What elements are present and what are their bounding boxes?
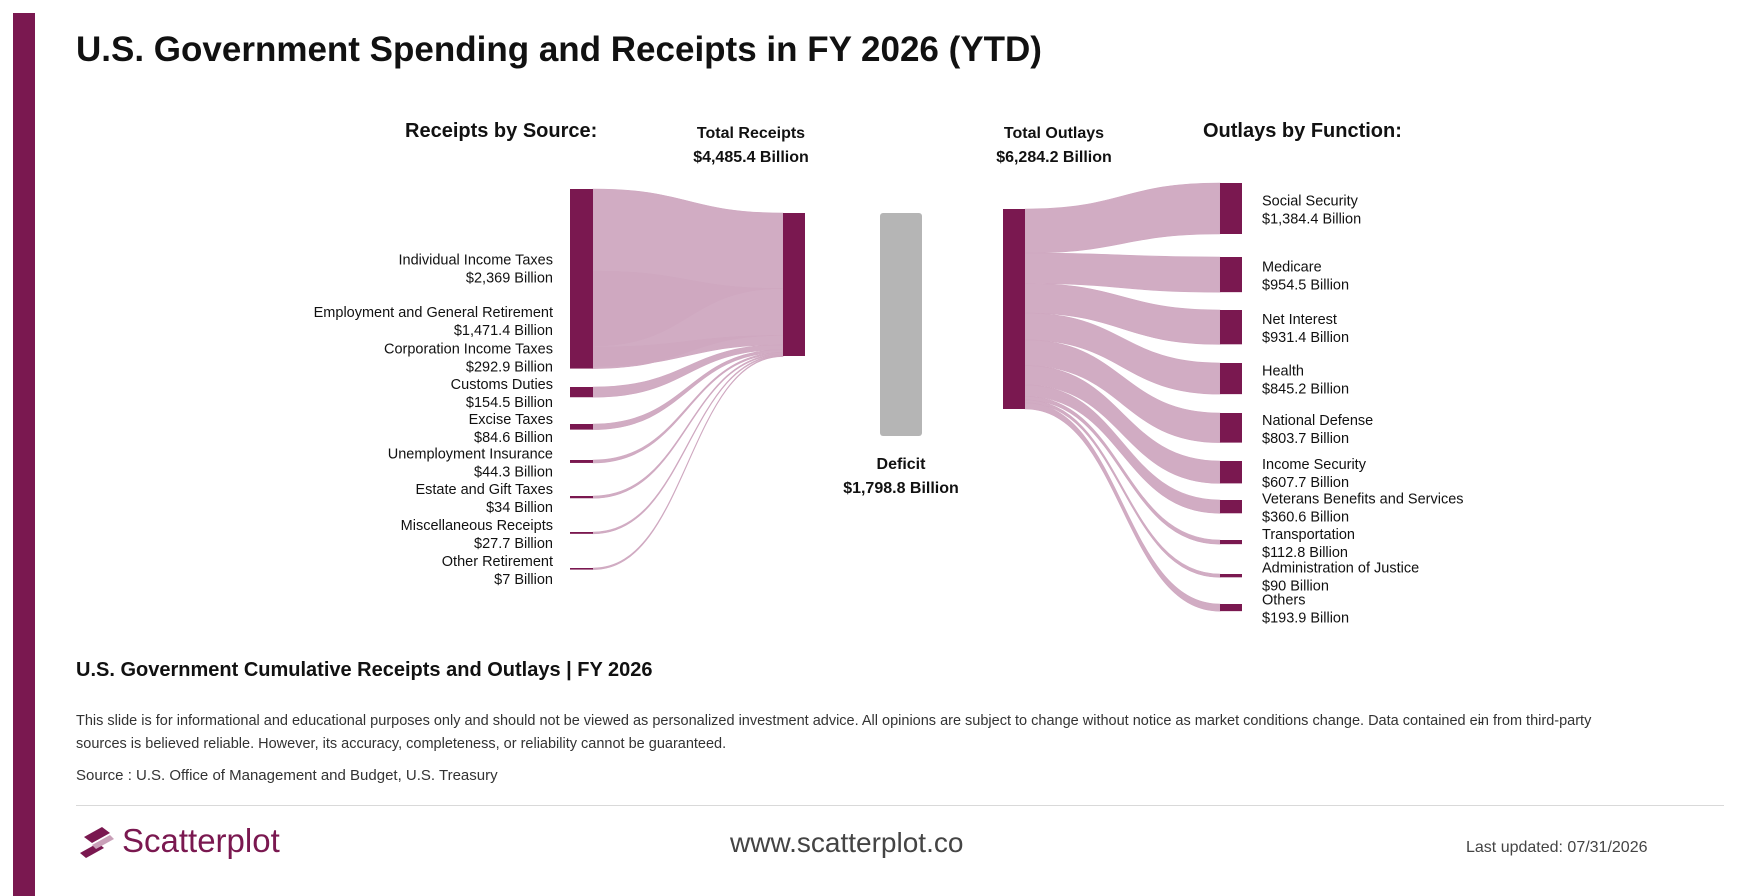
outlay-label: Veterans Benefits and Services	[1262, 492, 1464, 508]
receipt-value-label: $34 Billion	[486, 500, 553, 516]
outlay-value-label: $112.8 Billion	[1262, 545, 1348, 561]
outlay-link-medicare	[1024, 252, 1221, 293]
receipt-value-label: $7 Billion	[494, 572, 553, 588]
outlay-value-label: $607.7 Billion	[1262, 475, 1349, 491]
receipt-node-excise-taxes	[570, 424, 593, 430]
outlay-value-label: $931.4 Billion	[1262, 330, 1349, 346]
total-outlays-value: $6,284.2 Billion	[996, 149, 1112, 166]
outlay-node-health	[1220, 363, 1242, 395]
receipt-label: Corporation Income Taxes	[384, 342, 553, 358]
receipt-value-label: $27.7 Billion	[474, 536, 553, 552]
total-receipts-value: $4,485.4 Billion	[693, 149, 809, 166]
receipt-label: Unemployment Insurance	[388, 446, 553, 462]
footer-divider	[76, 805, 1724, 806]
sankey-chart: Individual Income Taxes $2,369 Billion Emp…	[314, 120, 1464, 627]
outlay-value-label: $845.2 Billion	[1262, 382, 1349, 398]
outlay-node-net-interest	[1220, 310, 1242, 345]
outlay-node-social-security	[1220, 183, 1242, 234]
receipt-label: Employment and General Retirement	[314, 305, 553, 321]
outlay-label: Net Interest	[1262, 312, 1337, 328]
total-outlays-label: Total Outlays	[1004, 125, 1104, 142]
receipt-value-label: $154.5 Billion	[466, 395, 553, 411]
receipt-label: Miscellaneous Receipts	[401, 518, 553, 534]
receipt-value-label: $44.3 Billion	[474, 464, 553, 480]
outlay-value-label: $1,384.4 Billion	[1262, 212, 1361, 228]
brand-logo: Scatterplot	[80, 822, 280, 860]
outlay-link-social-security	[1024, 182, 1221, 254]
outlay-link-net-interest	[1024, 283, 1221, 345]
outlay-links	[1024, 182, 1221, 612]
receipt-node-corporation-income-taxes	[570, 347, 593, 367]
receipt-label: Customs Duties	[451, 377, 553, 393]
receipts-heading: Receipts by Source:	[405, 120, 597, 142]
receipt-node-estate-and-gift-taxes	[570, 496, 593, 499]
total-outlays-node	[1003, 209, 1025, 409]
source-text: Source : U.S. Office of Management and B…	[76, 767, 498, 784]
receipt-node-unemployment-insurance	[570, 460, 593, 463]
receipt-node-employment-and-general-retirement	[570, 271, 593, 369]
receipt-node-miscellaneous-receipts	[570, 532, 593, 534]
brand-name: Scatterplot	[122, 822, 280, 859]
outlay-node-medicare	[1220, 257, 1242, 293]
scatterplot-logo-icon	[80, 827, 114, 858]
receipt-link-miscellaneous-receipts	[592, 354, 784, 535]
total-receipts-label: Total Receipts	[697, 125, 805, 142]
receipt-value-label: $1,471.4 Billion	[454, 323, 553, 339]
outlay-value-label: $954.5 Billion	[1262, 278, 1349, 294]
deficit-label: Deficit	[877, 456, 927, 473]
sankey-labels: Individual Income Taxes $2,369 Billion Emp…	[314, 120, 1464, 627]
deficit-bar	[880, 213, 922, 436]
receipt-label: Estate and Gift Taxes	[415, 482, 553, 498]
receipt-link-other-retirement	[592, 355, 784, 570]
outlay-node-national-defense	[1220, 413, 1242, 443]
receipt-label: Individual Income Taxes	[399, 253, 554, 269]
receipt-node-other-retirement	[570, 568, 593, 570]
outlay-label: Health	[1262, 364, 1304, 380]
last-updated: Last updated: 07/31/2026	[1466, 839, 1648, 856]
deficit-value: $1,798.8 Billion	[843, 480, 959, 497]
outlay-label: Income Security	[1262, 457, 1367, 473]
outlays-heading: Outlays by Function:	[1203, 120, 1402, 142]
outlay-value-label: $803.7 Billion	[1262, 431, 1349, 447]
receipt-node-customs-duties	[570, 387, 593, 398]
outlay-node-income-security	[1220, 461, 1242, 484]
outlay-label: Medicare	[1262, 260, 1322, 276]
outlay-node-veterans-benefits-and-services	[1220, 500, 1242, 514]
disclaimer-text: This slide is for informational and educ…	[76, 713, 1592, 752]
outlay-node-administration-of-justice	[1220, 574, 1242, 578]
receipt-label: Excise Taxes	[469, 412, 553, 428]
receipt-value-label: $292.9 Billion	[466, 360, 553, 376]
page-title: U.S. Government Spending and Receipts in…	[76, 30, 1042, 69]
outlay-node-others	[1220, 604, 1242, 612]
chart-subtitle: U.S. Government Cumulative Receipts and …	[76, 659, 653, 681]
outlay-label: Others	[1262, 593, 1306, 609]
receipt-value-label: $2,369 Billion	[466, 271, 553, 287]
outlay-label: Administration of Justice	[1262, 561, 1419, 577]
outlay-value-label: $90 Billion	[1262, 579, 1329, 595]
side-accent-bar	[13, 13, 35, 896]
receipt-label: Other Retirement	[442, 554, 553, 570]
outlay-label: Transportation	[1262, 527, 1355, 543]
receipt-links	[592, 188, 784, 570]
outlay-node-transportation	[1220, 540, 1242, 545]
sankey-nodes	[570, 183, 1242, 612]
outlay-label: Social Security	[1262, 194, 1359, 210]
total-receipts-node	[783, 213, 805, 356]
outlay-value-label: $360.6 Billion	[1262, 510, 1349, 526]
website-link[interactable]: www.scatterplot.co	[730, 827, 964, 858]
receipt-value-label: $84.6 Billion	[474, 430, 553, 446]
outlay-value-label: $193.9 Billion	[1262, 611, 1349, 627]
outlay-label: National Defense	[1262, 413, 1373, 429]
outlay-link-national-defense	[1024, 339, 1221, 443]
